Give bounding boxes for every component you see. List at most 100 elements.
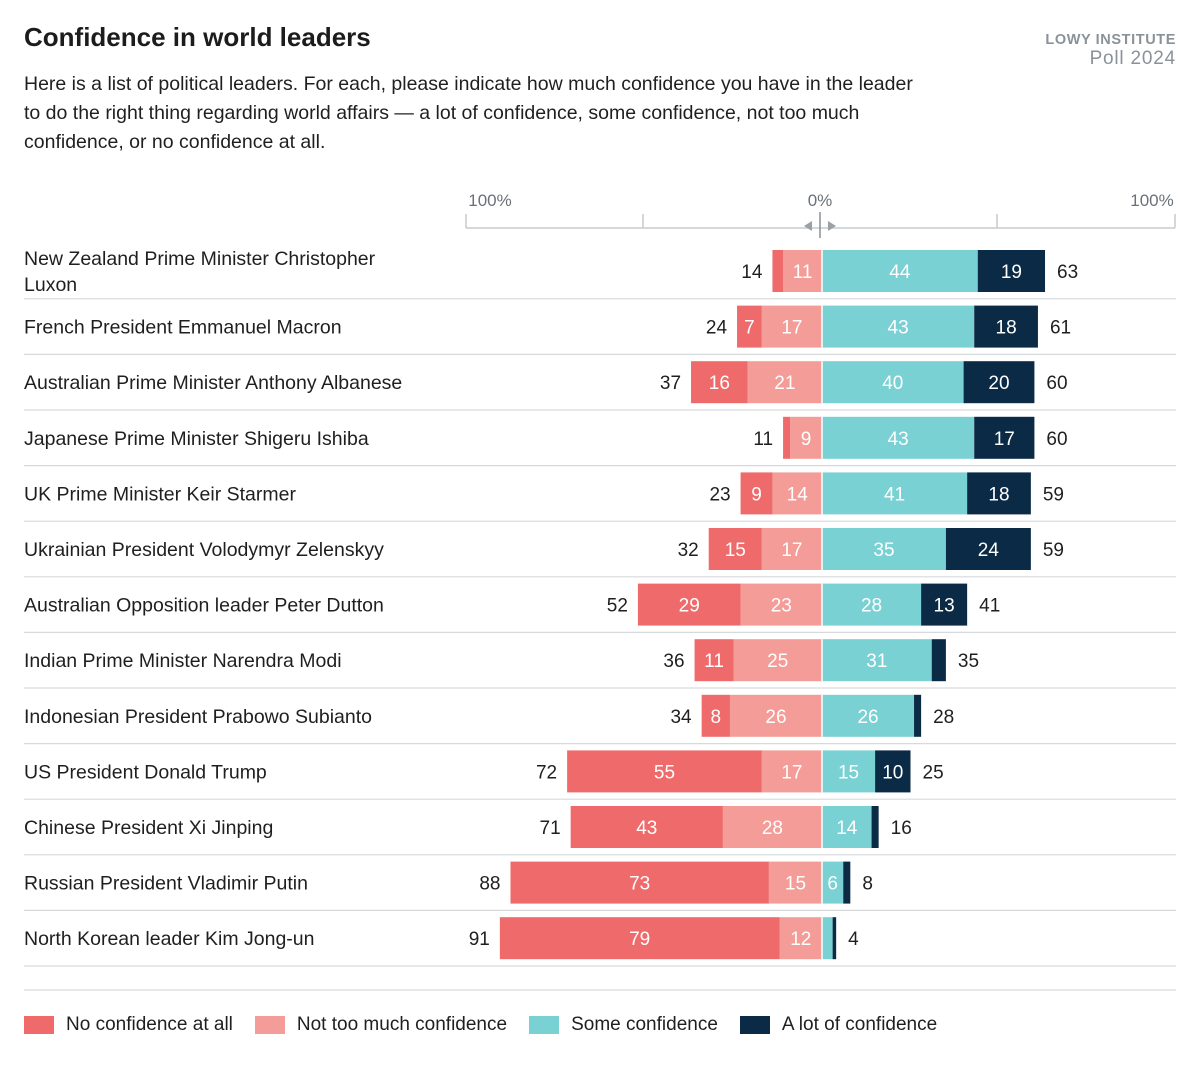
bar-no-confidence-at-all-indonesian-president-prabowo-subianto bbox=[701, 694, 730, 737]
legend-item-no-confidence: No confidence at all bbox=[24, 1014, 233, 1036]
total-positive-australian-opposition-leader-peter-dutton: 41 bbox=[979, 596, 1000, 617]
data-label-no-confidence-at-all-french-president-emmanuel-macron: 7 bbox=[744, 318, 755, 339]
bar-no-confidence-at-all-australian-prime-minister-anthony-albanese bbox=[691, 361, 748, 404]
data-label-a-lot-of-confidence-new-zealand-prime-minister-christopher-luxon: 19 bbox=[1001, 262, 1022, 283]
data-label-a-lot-of-confidence-japanese-prime-minister-shigeru-ishiba: 17 bbox=[994, 429, 1015, 450]
bar-no-confidence-at-all-ukrainian-president-volodymyr-zelenskyy bbox=[708, 528, 762, 570]
data-label-not-too-much-confidence-australian-opposition-leader-peter-dutton: 23 bbox=[771, 596, 792, 617]
bar-a-lot-of-confidence-chinese-president-xi-jinping bbox=[871, 806, 879, 848]
category-label-north-korean-leader-kim-jong-un: North Korean leader Kim Jong-un bbox=[24, 928, 315, 950]
data-label-some-confidence-australian-opposition-leader-peter-dutton: 28 bbox=[861, 596, 882, 617]
total-positive-chinese-president-xi-jinping: 16 bbox=[891, 818, 912, 839]
bar-not-too-much-confidence-indonesian-president-prabowo-subianto bbox=[729, 694, 822, 737]
data-label-some-confidence-japanese-prime-minister-shigeru-ishiba: 43 bbox=[888, 429, 909, 450]
bar-not-too-much-confidence-ukrainian-president-volodymyr-zelenskyy bbox=[761, 528, 822, 570]
bar-a-lot-of-confidence-new-zealand-prime-minister-christopher-luxon bbox=[977, 250, 1046, 292]
total-negative-australian-opposition-leader-peter-dutton: 52 bbox=[607, 596, 628, 617]
data-label-no-confidence-at-all-uk-prime-minister-keir-starmer: 9 bbox=[751, 484, 762, 505]
category-label-line: Indian Prime Minister Narendra Modi bbox=[24, 650, 342, 672]
axis-label-left: 100% bbox=[468, 191, 511, 210]
bar-a-lot-of-confidence-indonesian-president-prabowo-subianto bbox=[914, 694, 922, 737]
diverging-bar-chart: 100% 0% 100% New Zealand Prime Minister Chr… bbox=[24, 191, 1176, 991]
bar-no-confidence-at-all-french-president-emmanuel-macron bbox=[737, 305, 762, 348]
data-label-some-confidence-ukrainian-president-volodymyr-zelenskyy: 35 bbox=[873, 540, 894, 561]
bar-some-confidence-indian-prime-minister-narendra-modi bbox=[822, 639, 932, 682]
bar-a-lot-of-confidence-ukrainian-president-volodymyr-zelenskyy bbox=[945, 528, 1031, 570]
category-label-line: North Korean leader Kim Jong-un bbox=[24, 928, 315, 950]
bar-not-too-much-confidence-new-zealand-prime-minister-christopher-luxon bbox=[783, 250, 822, 292]
legend-item-not-too-much-confidence: Not too much confidence bbox=[254, 1014, 508, 1036]
data-label-a-lot-of-confidence-french-president-emmanuel-macron: 18 bbox=[996, 318, 1017, 339]
bar-some-confidence-australian-prime-minister-anthony-albanese bbox=[822, 361, 964, 404]
chart-legend: No confidence at all Not too much confid… bbox=[24, 1014, 959, 1036]
total-negative-north-korean-leader-kim-jong-un: 91 bbox=[469, 929, 490, 950]
data-label-some-confidence-chinese-president-xi-jinping: 14 bbox=[836, 818, 858, 839]
category-label-indonesian-president-prabowo-subianto: Indonesian President Prabowo Subianto bbox=[24, 706, 372, 728]
data-label-no-confidence-at-all-ukrainian-president-volodymyr-zelenskyy: 15 bbox=[725, 540, 746, 561]
category-label-us-president-donald-trump: US President Donald Trump bbox=[24, 761, 267, 783]
data-label-not-too-much-confidence-french-president-emmanuel-macron: 17 bbox=[781, 318, 802, 339]
category-label-line: Japanese Prime Minister Shigeru Ishiba bbox=[24, 428, 369, 450]
bar-not-too-much-confidence-chinese-president-xi-jinping bbox=[722, 806, 822, 848]
bar-no-confidence-at-all-us-president-donald-trump bbox=[567, 750, 762, 793]
data-label-not-too-much-confidence-russian-president-vladimir-putin: 15 bbox=[785, 874, 806, 895]
total-negative-russian-president-vladimir-putin: 88 bbox=[479, 874, 500, 895]
category-label-japanese-prime-minister-shigeru-ishiba: Japanese Prime Minister Shigeru Ishiba bbox=[24, 428, 369, 450]
bar-no-confidence-at-all-japanese-prime-minister-shigeru-ishiba bbox=[783, 416, 791, 459]
axis-arrow-left-icon bbox=[804, 221, 812, 231]
bar-a-lot-of-confidence-australian-opposition-leader-peter-dutton bbox=[921, 583, 968, 626]
category-label-ukrainian-president-volodymyr-zelenskyy: Ukrainian President Volodymyr Zelenskyy bbox=[24, 539, 384, 561]
total-positive-ukrainian-president-volodymyr-zelenskyy: 59 bbox=[1043, 540, 1064, 561]
legend-item-some-confidence: Some confidence bbox=[529, 1014, 718, 1036]
bar-no-confidence-at-all-new-zealand-prime-minister-christopher-luxon bbox=[772, 250, 784, 292]
bar-some-confidence-north-korean-leader-kim-jong-un bbox=[822, 917, 833, 960]
data-label-no-confidence-at-all-north-korean-leader-kim-jong-un: 79 bbox=[629, 929, 650, 950]
data-label-a-lot-of-confidence-australian-opposition-leader-peter-dutton: 13 bbox=[934, 596, 955, 617]
category-label-line: Australian Opposition leader Peter Dutto… bbox=[24, 595, 384, 617]
chart-subtitle: Here is a list of political leaders. For… bbox=[24, 73, 913, 153]
axis-label-right: 100% bbox=[1130, 191, 1173, 210]
data-label-no-confidence-at-all-chinese-president-xi-jinping: 43 bbox=[636, 818, 657, 839]
data-label-not-too-much-confidence-uk-prime-minister-keir-starmer: 14 bbox=[787, 484, 809, 505]
data-label-no-confidence-at-all-indian-prime-minister-narendra-modi: 11 bbox=[704, 651, 724, 672]
category-label-line: US President Donald Trump bbox=[24, 761, 267, 783]
total-positive-australian-prime-minister-anthony-albanese: 60 bbox=[1046, 373, 1067, 394]
data-label-a-lot-of-confidence-australian-prime-minister-anthony-albanese: 20 bbox=[988, 373, 1009, 394]
bar-not-too-much-confidence-australian-prime-minister-anthony-albanese bbox=[747, 361, 822, 404]
legend-swatch-no-confidence bbox=[24, 1016, 54, 1034]
data-label-not-too-much-confidence-new-zealand-prime-minister-christopher-luxon: 11 bbox=[793, 262, 813, 283]
data-label-no-confidence-at-all-australian-prime-minister-anthony-albanese: 16 bbox=[709, 373, 730, 394]
data-label-a-lot-of-confidence-us-president-donald-trump: 10 bbox=[882, 762, 903, 783]
data-label-no-confidence-at-all-russian-president-vladimir-putin: 73 bbox=[629, 874, 650, 895]
legend-swatch-a-lot-of-confidence bbox=[739, 1016, 770, 1034]
data-label-some-confidence-indian-prime-minister-narendra-modi: 31 bbox=[866, 651, 887, 672]
legend-swatch-not-too-much-confidence bbox=[254, 1016, 285, 1034]
data-label-some-confidence-uk-prime-minister-keir-starmer: 41 bbox=[884, 484, 905, 505]
bar-not-too-much-confidence-french-president-emmanuel-macron bbox=[761, 305, 822, 348]
total-positive-french-president-emmanuel-macron: 61 bbox=[1050, 318, 1071, 339]
bar-not-too-much-confidence-north-korean-leader-kim-jong-un bbox=[779, 917, 822, 960]
legend-label-not-too-much-confidence: Not too much confidence bbox=[296, 1014, 508, 1035]
total-negative-australian-prime-minister-anthony-albanese: 37 bbox=[660, 373, 681, 394]
category-label-line: Ukrainian President Volodymyr Zelenskyy bbox=[24, 539, 384, 561]
category-label-line: Indonesian President Prabowo Subianto bbox=[24, 706, 372, 728]
bar-not-too-much-confidence-us-president-donald-trump bbox=[761, 750, 822, 793]
total-positive-indian-prime-minister-narendra-modi: 35 bbox=[958, 651, 979, 672]
bar-a-lot-of-confidence-french-president-emmanuel-macron bbox=[974, 305, 1038, 348]
bar-some-confidence-japanese-prime-minister-shigeru-ishiba bbox=[822, 416, 975, 459]
bar-some-confidence-french-president-emmanuel-macron bbox=[822, 305, 975, 348]
bar-not-too-much-confidence-indian-prime-minister-narendra-modi bbox=[733, 639, 822, 682]
bar-no-confidence-at-all-russian-president-vladimir-putin bbox=[510, 861, 769, 904]
data-label-not-too-much-confidence-chinese-president-xi-jinping: 28 bbox=[762, 818, 783, 839]
category-label-french-president-emmanuel-macron: French President Emmanuel Macron bbox=[24, 317, 342, 339]
bar-a-lot-of-confidence-us-president-donald-trump bbox=[875, 750, 911, 793]
total-negative-indonesian-president-prabowo-subianto: 34 bbox=[670, 707, 692, 728]
bar-some-confidence-uk-prime-minister-keir-starmer bbox=[822, 472, 968, 515]
total-positive-uk-prime-minister-keir-starmer: 59 bbox=[1043, 484, 1064, 505]
category-label-line: French President Emmanuel Macron bbox=[24, 317, 342, 339]
bar-not-too-much-confidence-australian-opposition-leader-peter-dutton bbox=[740, 583, 822, 626]
data-label-not-too-much-confidence-indonesian-president-prabowo-subianto: 26 bbox=[765, 707, 786, 728]
brand-name: LOWY INSTITUTE bbox=[1045, 32, 1176, 48]
total-positive-north-korean-leader-kim-jong-un: 4 bbox=[848, 929, 859, 950]
data-label-some-confidence-australian-prime-minister-anthony-albanese: 40 bbox=[882, 373, 903, 394]
